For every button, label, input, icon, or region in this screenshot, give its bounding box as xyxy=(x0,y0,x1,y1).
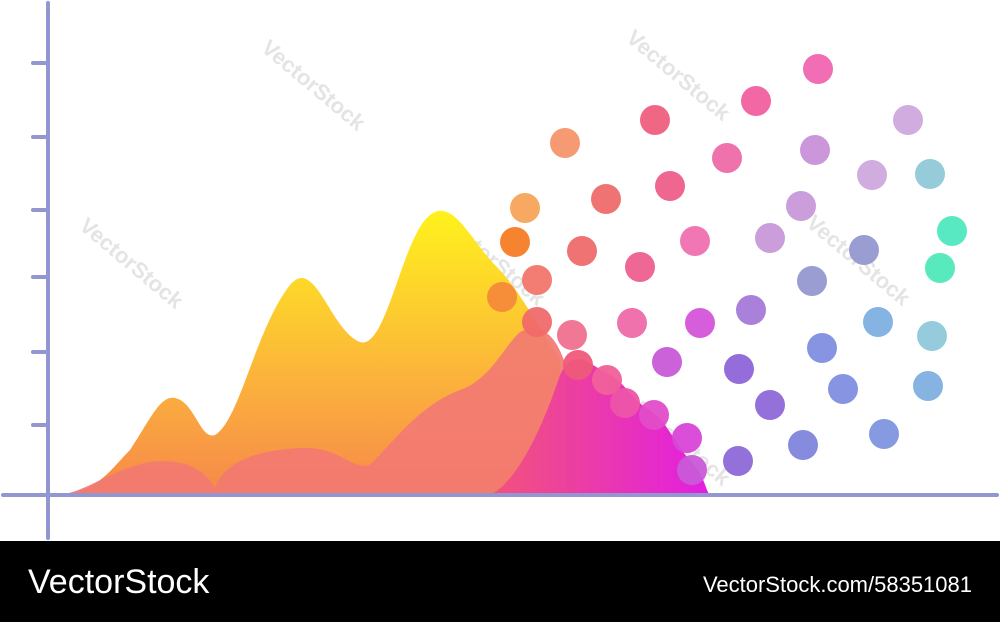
dot xyxy=(828,374,858,404)
footer-id: VectorStock.com/58351081 xyxy=(703,572,972,597)
dot xyxy=(800,135,830,165)
dot xyxy=(522,307,552,337)
dot xyxy=(849,235,879,265)
salmon-area xyxy=(60,328,570,495)
dot xyxy=(655,171,685,201)
dot xyxy=(724,354,754,384)
dot xyxy=(857,160,887,190)
footer-brand: VectorStock xyxy=(28,563,210,601)
dot xyxy=(755,223,785,253)
dot xyxy=(557,320,587,350)
axes xyxy=(1,1,999,540)
dot xyxy=(500,227,530,257)
dots xyxy=(487,54,967,485)
dot xyxy=(786,191,816,221)
dot xyxy=(522,265,552,295)
magenta-area xyxy=(490,358,710,495)
dot xyxy=(591,184,621,214)
dot xyxy=(915,159,945,189)
dot xyxy=(617,308,647,338)
dot xyxy=(937,216,967,246)
dot xyxy=(869,419,899,449)
watermark: VectorStock xyxy=(257,35,371,136)
dot xyxy=(640,105,670,135)
dot xyxy=(487,282,517,312)
dot xyxy=(712,143,742,173)
dot xyxy=(550,128,580,158)
dot xyxy=(803,54,833,84)
dot xyxy=(723,446,753,476)
watermark: VectorStock xyxy=(622,25,736,126)
footer-bar xyxy=(0,541,1000,622)
dot xyxy=(807,333,837,363)
dot xyxy=(755,390,785,420)
dot xyxy=(625,252,655,282)
dot xyxy=(736,295,766,325)
dot xyxy=(788,430,818,460)
dot xyxy=(680,226,710,256)
dot xyxy=(797,266,827,296)
dot xyxy=(863,307,893,337)
dot xyxy=(510,193,540,223)
dot xyxy=(610,388,640,418)
dot xyxy=(685,308,715,338)
watermark: VectorStock xyxy=(75,213,189,314)
dot xyxy=(592,365,622,395)
dot xyxy=(741,86,771,116)
dot xyxy=(925,253,955,283)
dot xyxy=(913,371,943,401)
dot xyxy=(677,455,707,485)
dot xyxy=(563,350,593,380)
dot xyxy=(652,347,682,377)
dot xyxy=(567,236,597,266)
dot xyxy=(917,321,947,351)
dot xyxy=(639,400,669,430)
dot xyxy=(893,105,923,135)
dot xyxy=(672,423,702,453)
